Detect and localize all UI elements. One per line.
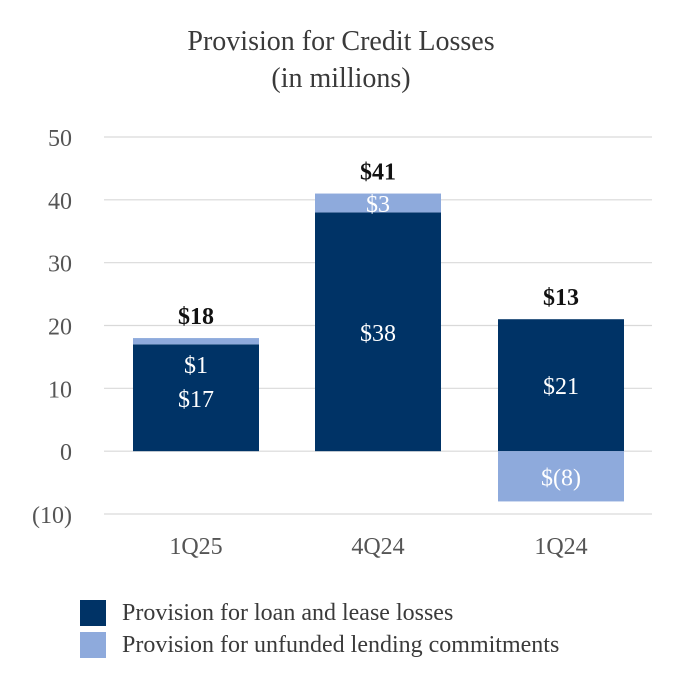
bar-segment xyxy=(133,338,259,345)
legend-item-loan-lease: Provision for loan and lease losses xyxy=(80,597,559,629)
total-label: $13 xyxy=(543,285,579,311)
bar-segment xyxy=(498,319,624,452)
chart-title: Provision for Credit Losses xyxy=(187,26,495,57)
y-tick-label: 40 xyxy=(48,189,72,215)
data-label: $21 xyxy=(543,374,579,400)
y-tick-label: (10) xyxy=(32,503,72,529)
legend-label-unfunded: Provision for unfunded lending commitmen… xyxy=(122,631,560,658)
total-label: $41 xyxy=(360,160,396,186)
y-tick-label: 50 xyxy=(48,126,72,152)
legend-swatch-unfunded xyxy=(80,632,106,658)
total-label: $18 xyxy=(178,304,214,330)
y-tick-label: 30 xyxy=(48,252,72,278)
legend-item-unfunded: Provision for unfunded lending commitmen… xyxy=(80,629,559,661)
y-tick-label: 20 xyxy=(48,315,72,341)
data-label: $1 xyxy=(184,353,208,379)
data-label: $38 xyxy=(360,321,396,347)
y-tick-label: 0 xyxy=(60,440,72,466)
bar-segment xyxy=(315,212,441,452)
legend-swatch-loan-lease xyxy=(80,600,106,626)
y-tick-label: 10 xyxy=(48,377,72,403)
bar-segment xyxy=(498,451,624,502)
bar-segment xyxy=(315,193,441,213)
chart-plot: 50 40 30 20 10 0 (10) $17 $1 $18 1Q25 $38 $3 $41 4Q24 $… xyxy=(32,126,652,560)
x-tick-label: 1Q24 xyxy=(534,534,587,560)
chart-subtitle: (in millions) xyxy=(271,63,411,94)
data-label: $3 xyxy=(366,192,390,218)
bar-segment xyxy=(133,344,259,452)
x-tick-label: 1Q25 xyxy=(169,534,222,560)
data-label: $(8) xyxy=(541,465,581,491)
legend: Provision for loan and lease losses Prov… xyxy=(80,597,559,661)
legend-label-loan-lease: Provision for loan and lease losses xyxy=(122,599,454,626)
x-tick-label: 4Q24 xyxy=(351,534,404,560)
data-label: $17 xyxy=(178,387,214,413)
